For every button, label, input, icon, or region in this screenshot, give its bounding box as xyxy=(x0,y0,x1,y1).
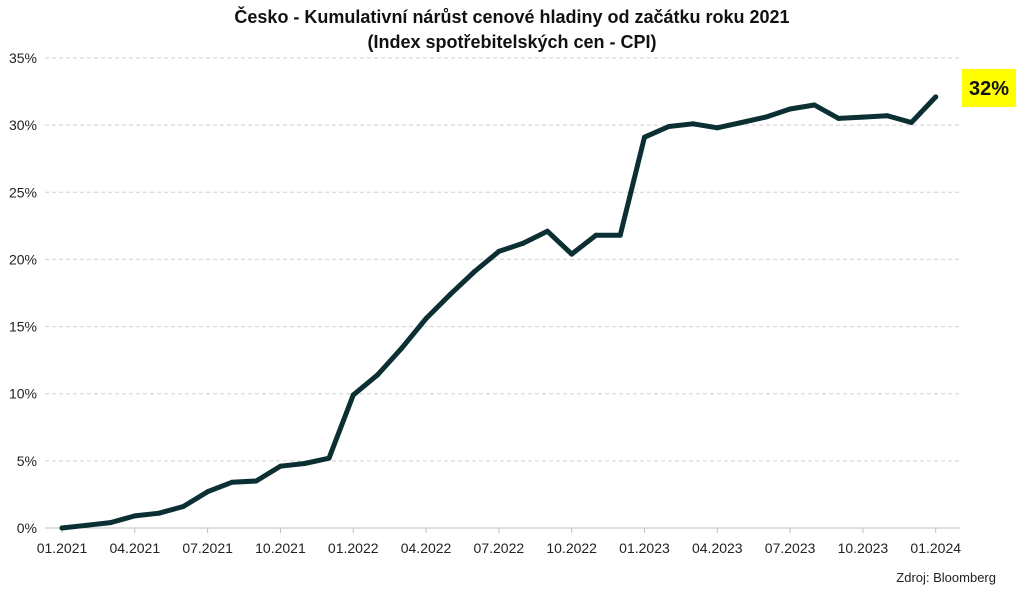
data-point xyxy=(326,455,332,461)
series-cpi xyxy=(59,94,939,531)
x-tick-label: 07.2021 xyxy=(182,540,233,556)
chart-title: Česko - Kumulativní nárůst cenové hladin… xyxy=(234,6,789,27)
data-point xyxy=(472,269,478,275)
y-tick-label: 20% xyxy=(9,251,37,267)
x-tick-label: 07.2023 xyxy=(765,540,816,556)
data-point xyxy=(156,510,162,516)
last-value-badge: 32% xyxy=(962,68,1016,107)
data-point xyxy=(569,251,575,257)
data-point xyxy=(544,228,550,234)
x-tick-label: 07.2022 xyxy=(474,540,525,556)
x-tick-label: 01.2024 xyxy=(910,540,961,556)
x-axis-ticks: 01.2021 04.2021 07.2021 10.2021 01.2022 04.20… xyxy=(37,528,961,556)
data-point xyxy=(205,489,211,495)
data-point xyxy=(108,520,114,526)
badge-label: 32% xyxy=(969,78,1009,100)
y-axis-ticks: 0% 5% 10% 15% 20% 25% 30% 35% xyxy=(9,50,37,536)
x-tick-label: 10.2022 xyxy=(546,540,597,556)
data-point xyxy=(83,522,89,528)
data-point xyxy=(399,345,405,351)
x-tick-label: 04.2023 xyxy=(692,540,743,556)
data-point xyxy=(350,392,356,398)
data-point xyxy=(302,461,308,467)
y-tick-label: 35% xyxy=(9,50,37,66)
data-point xyxy=(277,463,283,469)
x-tick-label: 10.2021 xyxy=(255,540,306,556)
data-point xyxy=(714,125,720,131)
data-point xyxy=(908,119,914,125)
chart-subtitle: (Index spotřebitelských cen - CPI) xyxy=(367,32,656,52)
y-tick-label: 15% xyxy=(9,319,37,335)
data-point xyxy=(593,232,599,238)
data-point xyxy=(836,115,842,121)
data-point xyxy=(229,479,235,485)
badge-background xyxy=(962,68,1016,107)
data-point xyxy=(884,113,890,119)
y-tick-label: 5% xyxy=(17,453,37,469)
data-point xyxy=(180,504,186,510)
data-point xyxy=(496,248,502,254)
series-line xyxy=(59,94,939,531)
x-tick-label: 01.2022 xyxy=(328,540,379,556)
x-tick-label: 04.2021 xyxy=(110,540,161,556)
data-point xyxy=(59,525,65,531)
x-tick-label: 10.2023 xyxy=(838,540,889,556)
data-point xyxy=(811,102,817,108)
y-tick-label: 10% xyxy=(9,386,37,402)
data-point xyxy=(253,478,259,484)
gridlines xyxy=(45,57,960,529)
data-point xyxy=(641,134,647,140)
y-tick-label: 25% xyxy=(9,184,37,200)
x-tick-label: 04.2022 xyxy=(401,540,452,556)
source-note: Zdroj: Bloomberg xyxy=(896,570,996,585)
data-point xyxy=(690,121,696,127)
data-point xyxy=(520,240,526,246)
data-point xyxy=(739,119,745,125)
data-point xyxy=(375,372,381,378)
data-point xyxy=(447,291,453,297)
data-point xyxy=(617,232,623,238)
y-tick-label: 30% xyxy=(9,117,37,133)
data-point xyxy=(933,94,939,100)
data-point xyxy=(763,114,769,120)
data-point xyxy=(860,114,866,120)
x-tick-label: 01.2023 xyxy=(619,540,670,556)
data-point xyxy=(666,123,672,129)
x-tick-label: 01.2021 xyxy=(37,540,88,556)
y-tick-label: 0% xyxy=(17,520,37,536)
data-point xyxy=(423,316,429,322)
data-point xyxy=(132,513,138,519)
data-point xyxy=(787,106,793,112)
